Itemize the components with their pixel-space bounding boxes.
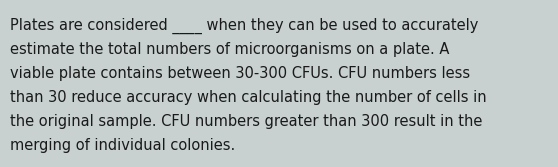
Text: the original sample. CFU numbers greater than 300 result in the: the original sample. CFU numbers greater… (10, 114, 482, 129)
Text: than 30 reduce accuracy when calculating the number of cells in: than 30 reduce accuracy when calculating… (10, 90, 487, 105)
Text: estimate the total numbers of microorganisms on a plate. A: estimate the total numbers of microorgan… (10, 42, 449, 57)
Text: merging of individual colonies.: merging of individual colonies. (10, 138, 235, 153)
Text: Plates are considered ____ when they can be used to accurately: Plates are considered ____ when they can… (10, 18, 478, 34)
Text: viable plate contains between 30-300 CFUs. CFU numbers less: viable plate contains between 30-300 CFU… (10, 66, 470, 81)
